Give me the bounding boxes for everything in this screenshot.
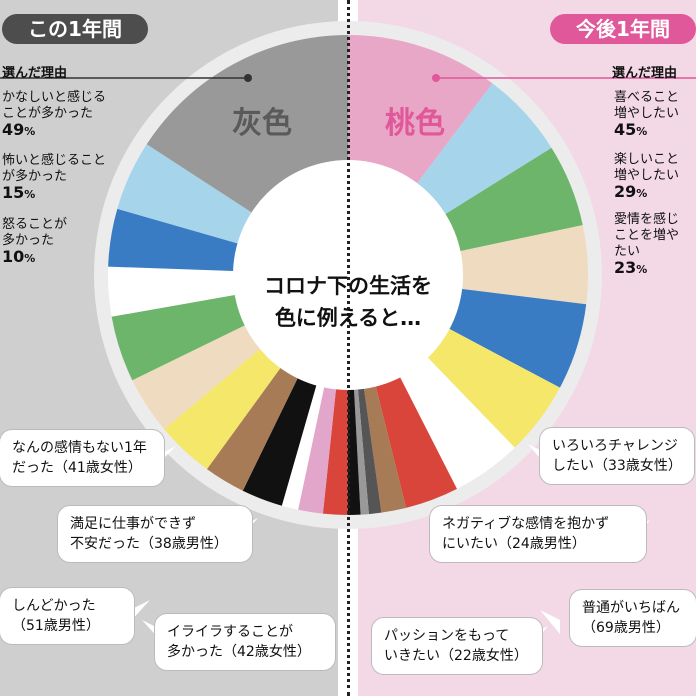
pie-wedge-beige	[348, 225, 589, 305]
left-reason-3-text: 怒ることが 多かった	[2, 217, 68, 248]
right-period-label: 今後1年間	[550, 14, 696, 44]
right-reason-3: 愛情を感じ ことを増や たい 23%	[614, 212, 696, 278]
right-reason-2-text: 楽しいこと 増やしたい	[614, 152, 680, 183]
left-reason-1: かなしいと感じる ことが多かった 49%	[2, 90, 142, 140]
left-reasons-title: 選んだ理由	[2, 66, 68, 81]
right-reason-1: 喜べること 増やしたい 45%	[614, 90, 696, 140]
right-reason-1-unit: %	[636, 125, 648, 138]
right-leader-dot	[432, 74, 440, 82]
right-color-name: 桃色	[385, 106, 445, 141]
left-reason-3-unit: %	[24, 252, 36, 265]
right-comment-4: パッションをもって いきたい（22歳女性）	[372, 618, 542, 674]
right-reason-1-pct: 45	[614, 120, 637, 139]
left-color-name: 灰色	[232, 106, 292, 141]
bubble-tail	[130, 600, 150, 622]
left-period-label: この1年間	[2, 14, 148, 44]
right-comment-2: ネガティブな感情を抱かず にいたい（24歳男性）	[430, 506, 646, 562]
left-reason-3-pct: 10	[2, 247, 25, 266]
left-reason-3: 怒ることが 多かった 10%	[2, 217, 142, 267]
bubble-tail	[540, 610, 560, 634]
right-reason-3-text: 愛情を感じ ことを増や たい	[614, 212, 680, 259]
left-comment-1: なんの感情もない1年 だった（41歳女性）	[0, 430, 164, 486]
left-comment-2: 満足に仕事ができず 不安だった（38歳男性）	[58, 506, 252, 562]
left-reason-2: 怖いと感じること が多かった 15%	[2, 153, 142, 203]
right-reason-1-text: 喜べること 増やしたい	[614, 90, 680, 121]
right-reason-3-pct: 23	[614, 258, 637, 277]
left-reason-1-unit: %	[24, 125, 36, 138]
left-comment-3: しんどかった （51歳男性）	[0, 588, 134, 644]
center-question: コロナ下の生活を 色に例えると…	[264, 274, 432, 330]
center-divider	[347, 0, 350, 696]
left-reason-2-unit: %	[24, 188, 36, 201]
right-comment-1: いろいろチャレンジ したい（33歳女性）	[540, 428, 694, 484]
right-reason-2-pct: 29	[614, 182, 637, 201]
right-reasons-title: 選んだ理由	[612, 66, 678, 81]
left-reason-1-pct: 49	[2, 120, 25, 139]
right-reason-2: 楽しいこと 増やしたい 29%	[614, 152, 696, 202]
left-reason-1-text: かなしいと感じる ことが多かった	[2, 90, 107, 121]
right-comment-3: 普通がいちばん （69歳男性）	[570, 590, 696, 646]
left-comment-4: イライラすることが 多かった（42歳女性）	[155, 614, 335, 670]
right-reason-3-unit: %	[636, 263, 648, 276]
left-reason-2-text: 怖いと感じること が多かった	[2, 153, 107, 184]
left-leader-dot	[244, 74, 252, 82]
right-reason-2-unit: %	[636, 187, 648, 200]
left-reason-2-pct: 15	[2, 183, 25, 202]
